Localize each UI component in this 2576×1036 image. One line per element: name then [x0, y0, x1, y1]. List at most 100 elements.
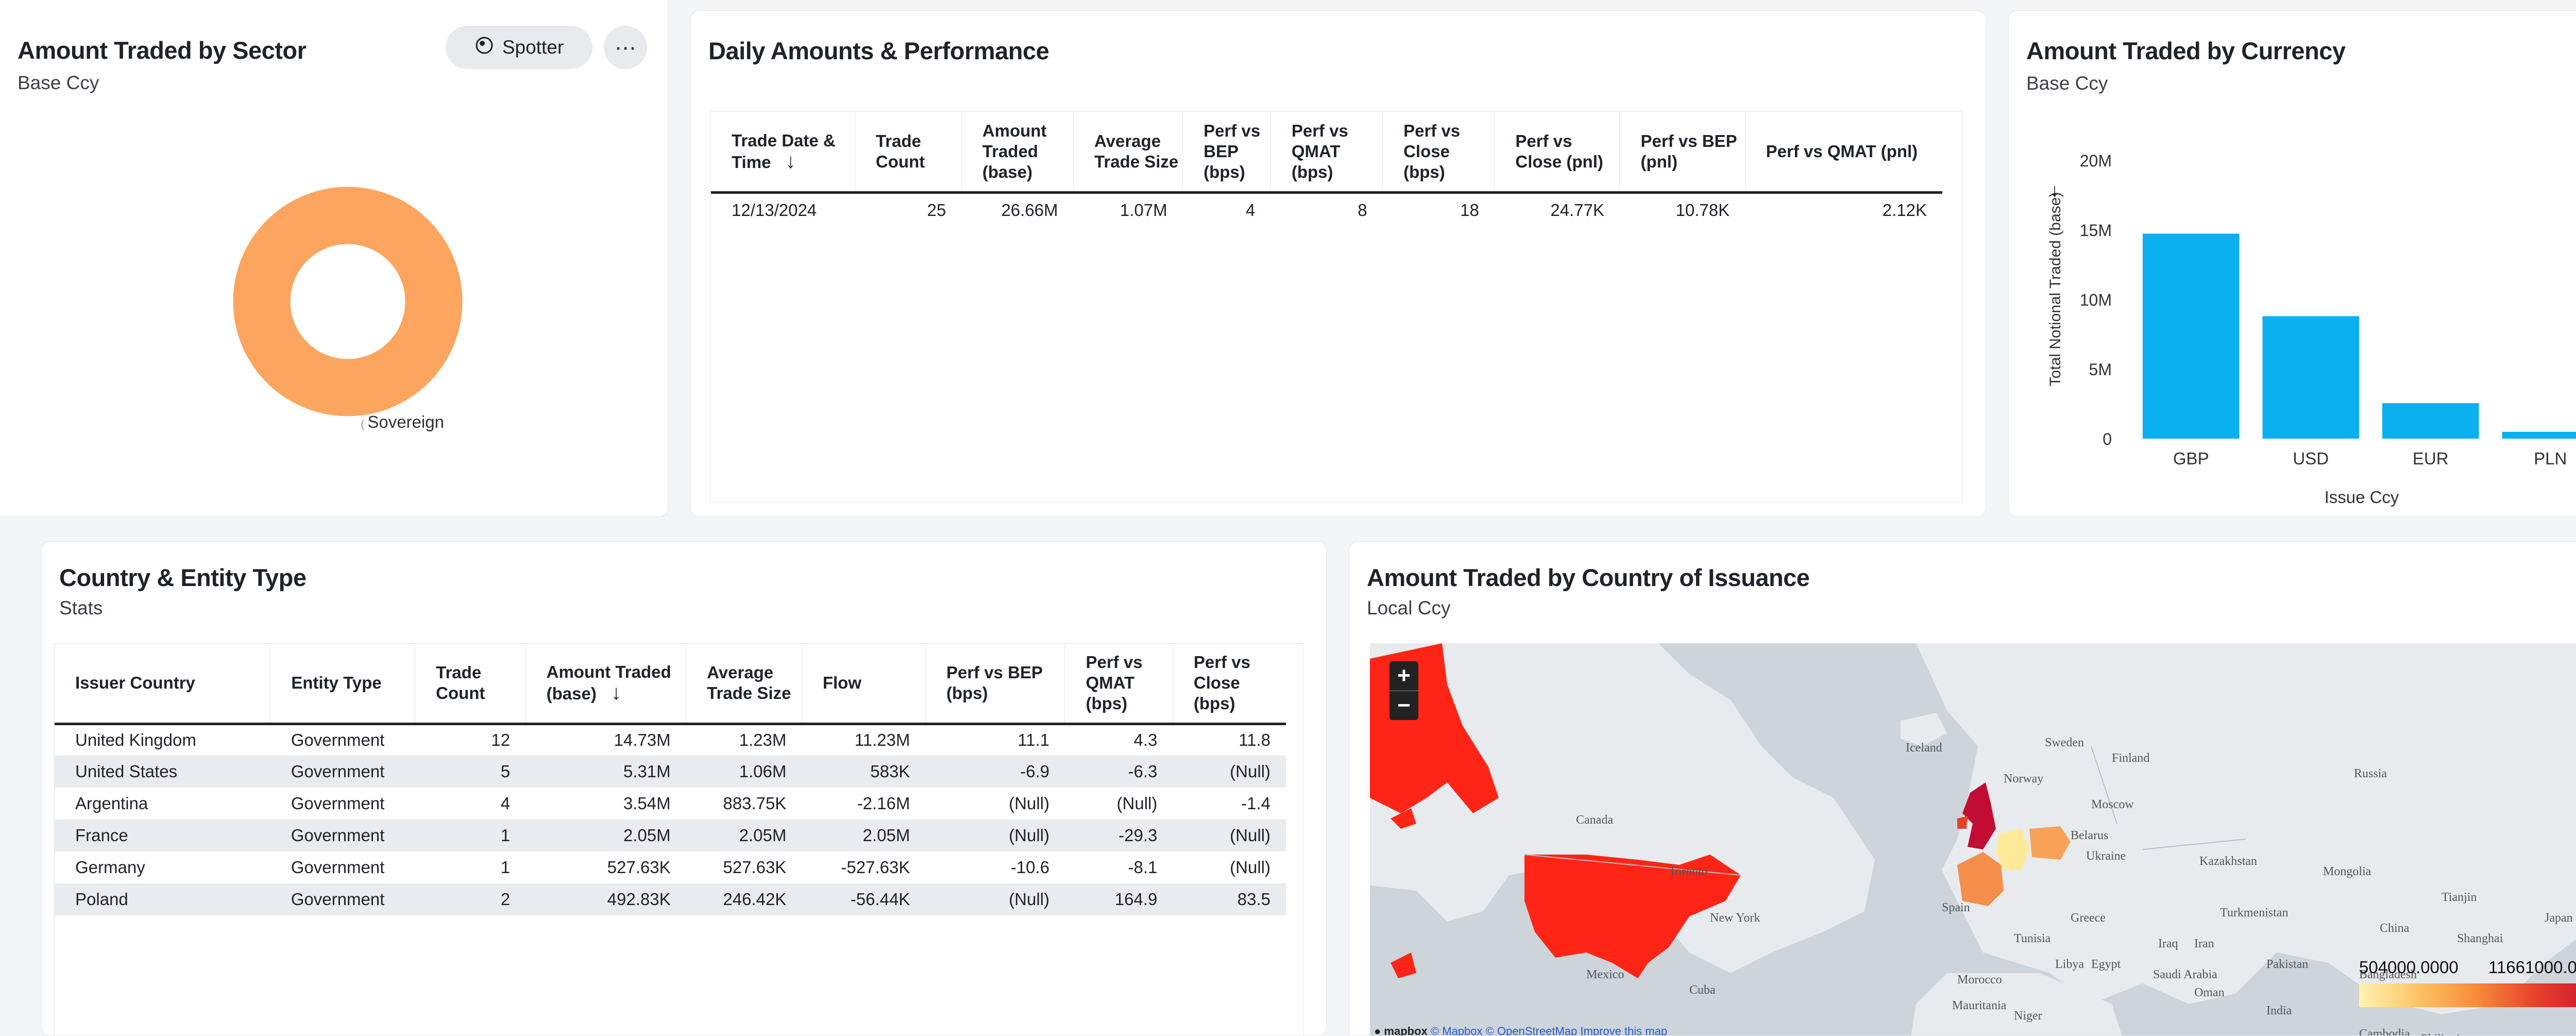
entity-cell: Germany — [55, 851, 270, 883]
map-place-label: Finland — [2112, 751, 2149, 765]
entity-cell: 2.05M — [526, 820, 686, 851]
entity-cell: Government — [270, 883, 415, 915]
daily-header-label: Perf vs BEP (bps) — [1204, 121, 1260, 181]
map-place-label: Morocco — [1957, 973, 2002, 987]
entity-header-label: Perf vs BEP (bps) — [946, 663, 1043, 703]
map-place-label: India — [2266, 1004, 2292, 1018]
map-place-label: Tianjin — [2442, 891, 2477, 905]
attrib-improve-link[interactable]: Improve this map — [1580, 1025, 1667, 1036]
daily-header-label: Perf vs QMAT (bps) — [1292, 121, 1348, 181]
y-tick-label: 20M — [2080, 152, 2112, 170]
donut-slice-sovereign[interactable] — [262, 215, 434, 388]
sort-desc-icon[interactable]: ↓ — [611, 681, 621, 704]
daily-header-8[interactable]: Perf vs BEP (pnl) — [1620, 112, 1745, 192]
map-place-label: Pakistan — [2266, 958, 2308, 972]
daily-header-0[interactable]: Trade Date & Time↓ — [711, 112, 855, 192]
daily-header-label: Perf vs Close (bps) — [1403, 121, 1460, 181]
daily-header-9[interactable]: Perf vs QMAT (pnl) — [1745, 112, 1942, 192]
daily-cell: 18 — [1383, 192, 1495, 227]
entity-cell: United Kingdom — [55, 724, 270, 756]
bar-usd[interactable] — [2263, 316, 2360, 439]
entity-cell: 5 — [415, 756, 526, 788]
daily-header-label: Perf vs QMAT (pnl) — [1766, 142, 1918, 161]
entity-cell: 11.8 — [1173, 724, 1286, 756]
y-tick-label: 10M — [2080, 291, 2112, 309]
bar-pln[interactable] — [2502, 432, 2576, 439]
entity-header-7[interactable]: Perf vs QMAT (bps) — [1065, 644, 1173, 724]
map-legend-gradient — [2359, 983, 2576, 1007]
entity-cell: 246.42K — [686, 883, 802, 915]
zoom-out-button[interactable]: − — [1389, 690, 1418, 720]
map-place-label: Iraq — [2158, 937, 2178, 951]
daily-table: Trade Date & Time↓ Trade Count Amount Trad… — [710, 111, 1962, 503]
entity-cell: Government — [270, 724, 415, 756]
entity-cell: 12 — [415, 724, 526, 756]
entity-cell: Argentina — [55, 788, 270, 820]
entity-cell: 4 — [415, 788, 526, 820]
entity-header-2[interactable]: Trade Count — [415, 644, 526, 724]
entity-cell: 2.05M — [802, 820, 925, 851]
entity-cell: Government — [270, 820, 415, 851]
y-tick-label: 15M — [2080, 221, 2112, 240]
entity-cell: -1.4 — [1173, 788, 1286, 820]
zoom-in-button[interactable]: + — [1389, 661, 1418, 690]
entity-cell: 492.83K — [526, 883, 686, 915]
x-axis-label: Issue Ccy — [2325, 488, 2399, 507]
entity-cell: -8.1 — [1065, 851, 1173, 883]
entity-header-4[interactable]: Average Trade Size — [686, 644, 802, 724]
donut-label-sovereign: (Sovereign — [361, 412, 444, 432]
daily-header-label: Perf vs Close (pnl) — [1515, 131, 1603, 171]
attrib-osm-link[interactable]: © OpenStreetMap — [1486, 1025, 1578, 1036]
spotter-button[interactable]: Spotter — [446, 26, 592, 69]
map-region-argentina — [1391, 953, 1416, 978]
entity-header-1[interactable]: Entity Type — [270, 644, 415, 724]
entity-header-5[interactable]: Flow — [802, 644, 925, 724]
daily-header-4[interactable]: Perf vs BEP (bps) — [1183, 112, 1271, 192]
daily-header-1[interactable]: Trade Count — [855, 112, 961, 192]
entity-subtitle: Stats — [59, 597, 103, 619]
daily-header-3[interactable]: Average Trade Size — [1074, 112, 1183, 192]
entity-cell: 2.05M — [686, 820, 802, 851]
daily-header-5[interactable]: Perf vs QMAT (bps) — [1270, 112, 1382, 192]
bar-gbp[interactable] — [2143, 233, 2240, 439]
sort-desc-icon[interactable]: ↓ — [785, 150, 795, 173]
y-axis-label: Total Notional Traded (base) — [2047, 192, 2064, 387]
map-place-label: Ukraine — [2086, 849, 2126, 863]
attrib-mapbox-link[interactable]: © Mapbox — [1431, 1025, 1483, 1036]
map-place-label: Mongolia — [2323, 865, 2371, 879]
daily-header-label: Trade Count — [876, 131, 925, 171]
daily-header-7[interactable]: Perf vs Close (pnl) — [1495, 112, 1620, 192]
entity-header-label: Amount Traded (base) — [547, 662, 671, 703]
entity-header-3[interactable]: Amount Traded (base)↓ — [526, 644, 686, 724]
sector-donut-chart — [232, 186, 464, 417]
entity-cell: -6.9 — [925, 756, 1065, 788]
entity-header-6[interactable]: Perf vs BEP (bps) — [925, 644, 1065, 724]
map-place-label: Mauritania — [1952, 999, 2006, 1013]
more-options-button[interactable]: ⋯ — [604, 26, 647, 69]
x-tick-label: USD — [2293, 449, 2329, 468]
daily-header-6[interactable]: Perf vs Close (bps) — [1383, 112, 1495, 192]
zoom-controls: + − — [1389, 661, 1418, 720]
entity-header-8[interactable]: Perf vs Close (bps) — [1173, 644, 1286, 724]
entity-cell: 164.9 — [1065, 883, 1173, 915]
daily-header-2[interactable]: Amount Traded (base) — [961, 112, 1073, 192]
entity-cell: 1 — [415, 851, 526, 883]
daily-card: Daily Amounts & Performance Trade Date &… — [690, 10, 1986, 517]
entity-header-0[interactable]: Issuer Country — [55, 644, 270, 724]
bar-eur[interactable] — [2382, 403, 2479, 439]
drill-down-icon[interactable]: ↓ — [2050, 179, 2059, 200]
entity-cell: 11.1 — [925, 724, 1065, 756]
entity-cell: Government — [270, 756, 415, 788]
daily-cell: 4 — [1183, 192, 1271, 227]
more-icon: ⋯ — [615, 35, 636, 60]
entity-cell: 883.75K — [686, 788, 802, 820]
